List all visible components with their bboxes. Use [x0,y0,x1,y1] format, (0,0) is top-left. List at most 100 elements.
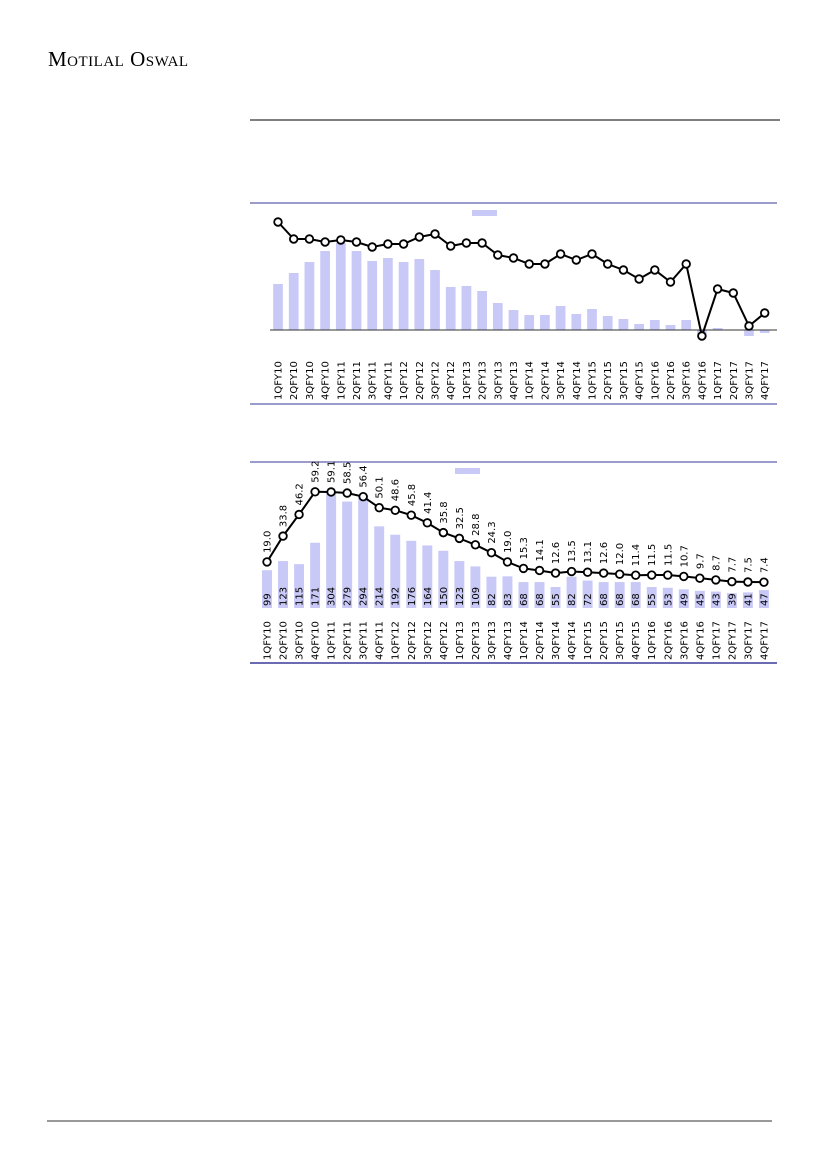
bar [646,587,657,608]
line-label: 11.5 [663,544,674,566]
bar-label: 68 [615,593,626,606]
x-tick-label: 1QFY17 [713,361,724,400]
bar-label: 192 [391,587,402,606]
line-marker [320,237,330,247]
bar [587,309,597,330]
line-marker [422,518,432,528]
line-marker [477,238,487,248]
bar [566,576,577,608]
line-label: 15.3 [519,537,530,559]
line-marker [634,274,644,284]
bar [649,320,660,330]
line-marker [630,570,641,580]
line-marker [614,569,625,579]
bar [759,330,770,333]
x-tick-label: 1QFY11 [327,621,338,660]
line-marker [262,557,272,567]
line-label: 9.7 [695,553,706,569]
x-tick-label: 4QFY17 [759,621,770,660]
bar [665,325,676,330]
bar-label: 43 [711,593,722,606]
line-marker [728,288,738,298]
x-tick-label: 2QFY14 [540,361,551,400]
x-tick-label: 3QFY16 [682,361,693,400]
line-marker [454,533,465,544]
bar [486,576,497,608]
line-label: 45.8 [407,484,418,506]
bar [630,582,641,608]
bar-label: 294 [359,587,370,606]
line-marker [550,568,561,578]
bar [694,590,705,608]
bar [582,580,593,608]
bar [518,582,529,608]
line-label: 13.5 [567,540,578,562]
bar [414,259,425,330]
line-marker [430,229,440,239]
x-tick-label: 4QFY10 [321,361,332,400]
line-marker [663,570,673,580]
x-tick-label: 4QFY13 [503,621,514,660]
bar [374,526,385,608]
line-marker [336,235,346,245]
bar [461,286,472,330]
bar-label: 41 [743,593,754,606]
bar [351,251,362,330]
line-marker [326,487,336,497]
x-tick-label: 1QFY10 [274,361,285,400]
line-marker [367,242,377,252]
bar-label: 82 [567,593,578,606]
x-tick-label: 3QFY14 [551,621,562,660]
bar-label: 72 [583,593,594,606]
x-tick-label: 2QFY15 [599,621,610,660]
legend-swatch [455,468,480,474]
bar [598,582,609,608]
bar [335,243,346,330]
bar [502,576,513,608]
line-marker [727,576,737,587]
x-tick-label: 2QFY11 [352,361,363,400]
line-marker [398,239,409,249]
bar-label: 164 [423,587,434,606]
line-marker [603,259,613,269]
line-label: 14.1 [535,539,546,561]
line-marker [461,238,472,248]
line-marker [358,491,368,502]
x-tick-label: 4QFY16 [695,621,706,660]
x-tick-label: 2QFY11 [343,621,354,660]
bar-label: 55 [551,593,562,606]
bar-label: 83 [503,593,514,606]
bar [555,306,566,330]
line-label: 56.4 [359,465,370,487]
bar [383,258,393,330]
line-marker [534,565,545,576]
line-marker [278,531,288,541]
line-marker [289,234,299,244]
bar [320,251,330,330]
bar [540,315,550,330]
x-tick-label: 3QFY15 [619,361,630,400]
bar-label: 171 [311,587,322,606]
bar [278,561,288,608]
line-label: 7.5 [743,557,754,573]
x-tick-label: 3QFY11 [359,621,370,660]
line-marker [598,568,609,578]
bar [310,542,321,608]
x-tick-label: 1QFY17 [711,621,722,660]
line-marker [414,232,424,242]
bar-label: 47 [759,593,770,606]
x-tick-label: 1QFY15 [583,621,594,660]
bar-label: 214 [375,587,386,606]
bar [304,262,315,330]
line-marker [759,577,769,587]
x-tick-label: 2QFY10 [279,621,290,660]
line-label: 13.1 [583,541,594,563]
bar-label: 82 [487,593,498,606]
bar [454,561,465,608]
bar [492,303,503,330]
line-label: 12.6 [599,542,610,564]
line-marker [470,540,481,550]
bar [534,582,545,608]
bar [406,540,417,608]
line-marker [351,237,362,247]
